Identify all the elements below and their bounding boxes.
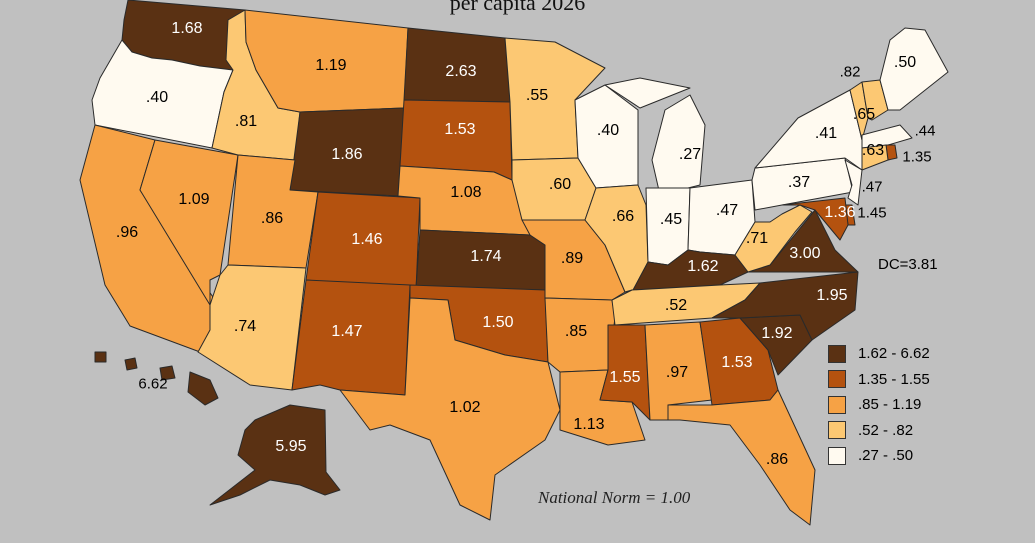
map-title: per capita 2026	[449, 0, 586, 15]
legend-row: .27 - .50	[828, 443, 930, 469]
state-MI	[604, 77, 706, 196]
state-value-label-la: 1.13	[573, 416, 605, 433]
state-value-label-al: .97	[665, 364, 689, 381]
legend-row: .52 - .82	[828, 418, 930, 444]
state-value-label-ct: .63	[861, 142, 885, 159]
state-HI	[94, 351, 219, 406]
state-WV	[734, 204, 813, 273]
state-value-label-in: .45	[659, 211, 683, 228]
state-value-label-ne: 1.08	[450, 184, 482, 201]
state-value-label-nh: .65	[852, 106, 876, 123]
state-value-label-ks: 1.74	[470, 248, 502, 265]
state-value-label-ms: 1.55	[609, 369, 641, 386]
state-ME	[879, 27, 949, 111]
state-value-label-fl: .86	[765, 451, 789, 468]
state-value-label-co: 1.46	[351, 231, 383, 248]
state-value-label-mo: .89	[560, 250, 584, 267]
state-value-label-ca: .96	[115, 224, 139, 241]
state-NH	[861, 79, 889, 121]
legend-row: 1.62 - 6.62	[828, 341, 930, 367]
state-value-label-ok: 1.50	[482, 314, 514, 331]
state-AZ	[197, 264, 307, 391]
state-value-label-ia: .60	[548, 176, 572, 193]
state-value-label-or: .40	[145, 89, 169, 106]
state-value-label-il: .66	[611, 208, 635, 225]
state-value-label-wi: .40	[596, 122, 620, 139]
state-value-label-vt: .82	[839, 63, 861, 81]
legend-swatch	[828, 344, 846, 363]
state-value-label-ak: 5.95	[275, 438, 307, 455]
state-value-label-ar: .85	[564, 323, 588, 340]
map-legend: 1.62 - 6.62 1.35 - 1.55 .85 - 1.19 .52 -…	[828, 341, 930, 469]
legend-range-label: 1.62 - 6.62	[858, 345, 930, 363]
legend-range-label: 1.35 - 1.55	[858, 370, 930, 388]
state-value-label-nj: .47	[861, 178, 883, 196]
state-value-label-ga: 1.53	[721, 354, 753, 371]
state-value-label-tx: 1.02	[449, 399, 481, 416]
state-value-label-ny: .41	[814, 125, 838, 142]
state-value-label-wy: 1.86	[331, 146, 363, 163]
state-value-label-ut: .86	[260, 210, 284, 227]
state-value-label-oh: .47	[715, 202, 739, 219]
state-MA	[861, 124, 913, 149]
legend-row: 1.35 - 1.55	[828, 367, 930, 393]
state-value-label-mi: .27	[678, 146, 702, 163]
state-value-label-ri: 1.35	[902, 148, 932, 166]
state-value-label-wv: .71	[745, 230, 769, 247]
state-value-label-nd: 2.63	[445, 63, 477, 80]
state-value-label-de: 1.45	[857, 204, 887, 222]
state-MD	[781, 197, 849, 241]
state-value-label-pa: .37	[787, 174, 811, 191]
state-value-label-tn: .52	[664, 297, 688, 314]
state-AK	[209, 404, 341, 506]
state-value-label-nv: 1.09	[178, 191, 210, 208]
state-value-label-nm: 1.47	[331, 323, 363, 340]
state-value-label-me: .50	[893, 54, 917, 71]
state-CT	[861, 144, 889, 171]
state-value-label-sc: 1.92	[761, 325, 793, 342]
legend-swatch	[828, 395, 846, 414]
legend-swatch	[828, 370, 846, 389]
state-NY	[754, 89, 863, 171]
state-value-label-sd: 1.53	[444, 121, 476, 138]
legend-range-label: .27 - .50	[858, 447, 914, 465]
legend-range-label: .85 - 1.19	[858, 396, 922, 414]
legend-row: .85 - 1.19	[828, 392, 930, 418]
state-OR	[91, 39, 234, 149]
state-value-label-az: .74	[233, 318, 257, 335]
state-value-label-md: 1.36	[824, 204, 856, 221]
state-value-label-ky: 1.62	[687, 258, 719, 275]
state-value-label-nc: 1.95	[816, 287, 848, 304]
national-norm-note: National Norm = 1.00	[538, 488, 691, 507]
state-FL	[649, 389, 816, 526]
legend-swatch	[828, 446, 846, 465]
state-value-label-ma: .44	[914, 122, 936, 140]
state-NJ	[844, 159, 863, 206]
state-value-label-hi: 6.62	[138, 375, 168, 393]
legend-swatch	[828, 421, 846, 440]
state-TX	[339, 297, 561, 521]
state-value-label-wa: 1.68	[171, 20, 203, 37]
state-NC	[711, 271, 859, 341]
dc-value-label: DC=3.81	[878, 256, 938, 273]
state-value-label-va: 3.00	[789, 245, 821, 262]
state-value-label-id: .81	[234, 113, 258, 130]
legend-range-label: .52 - .82	[858, 421, 914, 439]
state-value-label-mt: 1.19	[315, 57, 347, 74]
state-value-label-mn: .55	[525, 87, 549, 104]
